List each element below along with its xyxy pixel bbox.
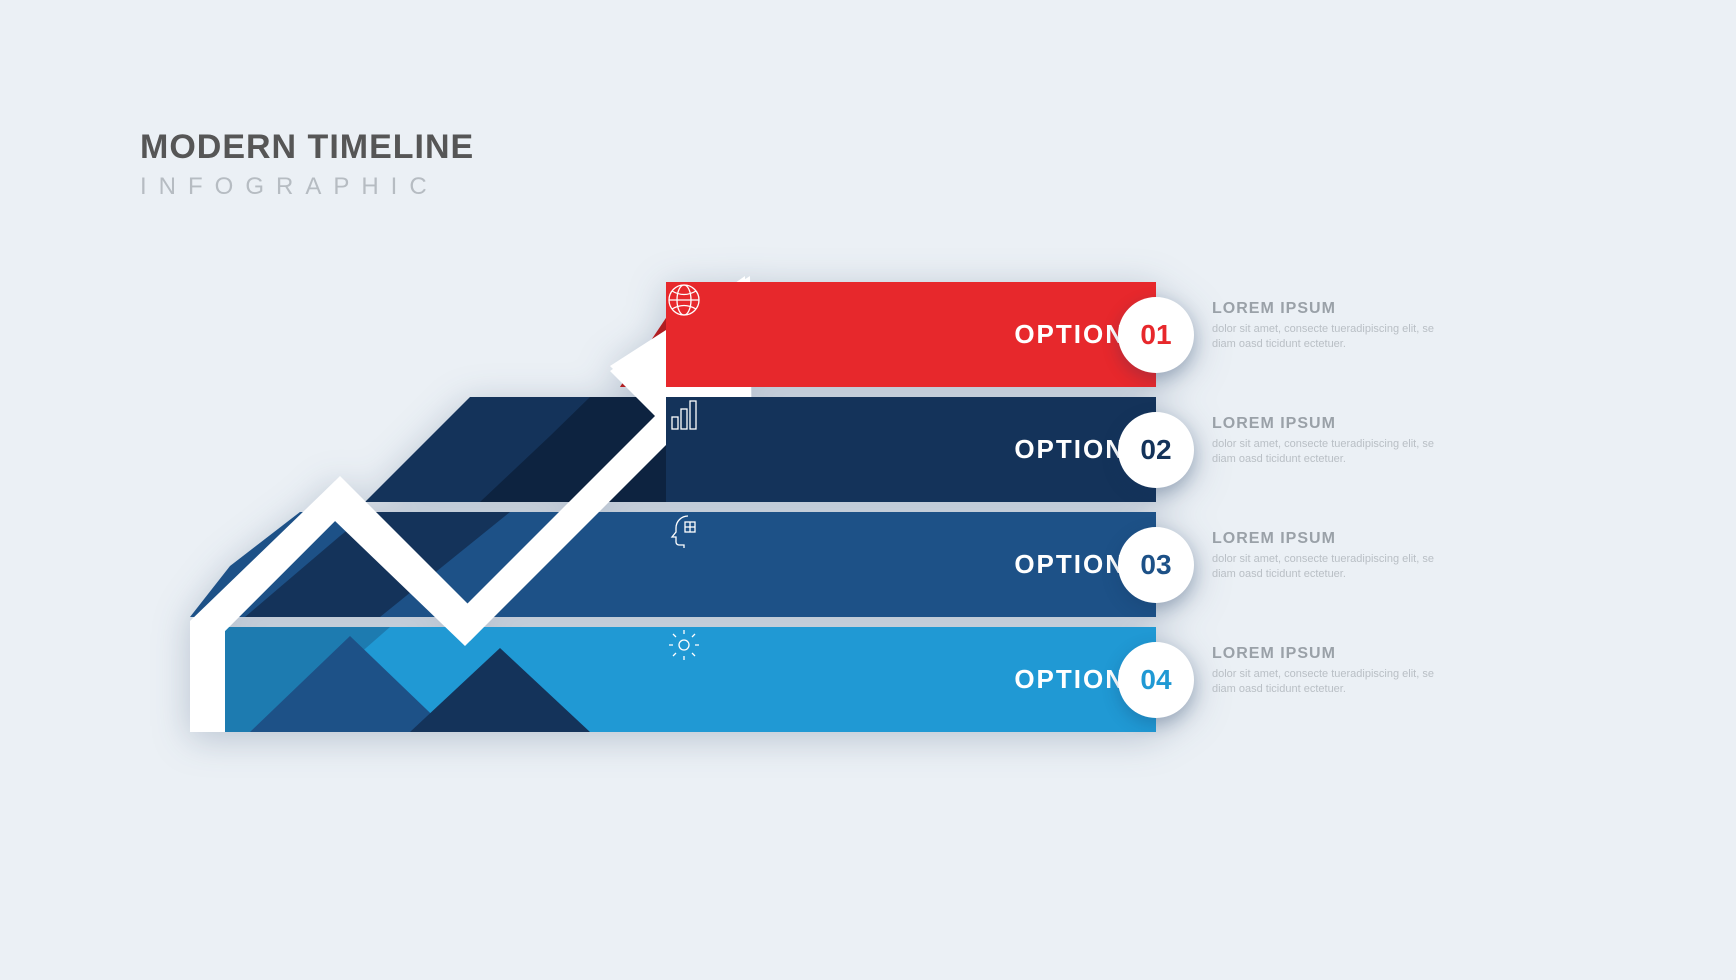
option-number-badge: 02 (1118, 412, 1194, 488)
option-bar-1: OPTION 01 (666, 282, 1156, 387)
desc-body: dolor sit amet, consecte tueradipiscing … (1212, 552, 1442, 582)
option-bars: OPTION 01 OPTION 02 OPTION 03 OPTION 04 (666, 282, 1156, 742)
option-label: OPTION (1014, 434, 1126, 465)
desc-title: LOREM IPSUM (1212, 530, 1532, 548)
page-subtitle: INFOGRAPHIC (140, 173, 474, 201)
desc-title: LOREM IPSUM (1212, 645, 1532, 663)
option-bar-4: OPTION 04 (666, 627, 1156, 732)
description-3: LOREM IPSUM dolor sit amet, consecte tue… (1212, 530, 1532, 645)
infographic: OPTION 01 OPTION 02 OPTION 03 OPTION 04 (190, 276, 1156, 742)
option-number-badge: 04 (1118, 642, 1194, 718)
option-label: OPTION (1014, 549, 1126, 580)
option-number-badge: 03 (1118, 527, 1194, 603)
option-label: OPTION (1014, 319, 1126, 350)
head-icon (942, 545, 982, 585)
gear-icon (942, 660, 982, 700)
description-1: LOREM IPSUM dolor sit amet, consecte tue… (1212, 300, 1532, 415)
option-number-badge: 01 (1118, 297, 1194, 373)
desc-body: dolor sit amet, consecte tueradipiscing … (1212, 667, 1442, 697)
desc-body: dolor sit amet, consecte tueradipiscing … (1212, 322, 1442, 352)
desc-title: LOREM IPSUM (1212, 300, 1532, 318)
desc-body: dolor sit amet, consecte tueradipiscing … (1212, 437, 1442, 467)
bars-icon (942, 430, 982, 470)
descriptions: LOREM IPSUM dolor sit amet, consecte tue… (1212, 300, 1532, 760)
option-bar-2: OPTION 02 (666, 397, 1156, 502)
description-2: LOREM IPSUM dolor sit amet, consecte tue… (1212, 415, 1532, 530)
page-title: MODERN TIMELINE (140, 128, 474, 167)
globe-icon (942, 315, 982, 355)
option-bar-3: OPTION 03 (666, 512, 1156, 617)
desc-title: LOREM IPSUM (1212, 415, 1532, 433)
option-label: OPTION (1014, 664, 1126, 695)
header: MODERN TIMELINE INFOGRAPHIC (140, 128, 474, 201)
description-4: LOREM IPSUM dolor sit amet, consecte tue… (1212, 645, 1532, 760)
